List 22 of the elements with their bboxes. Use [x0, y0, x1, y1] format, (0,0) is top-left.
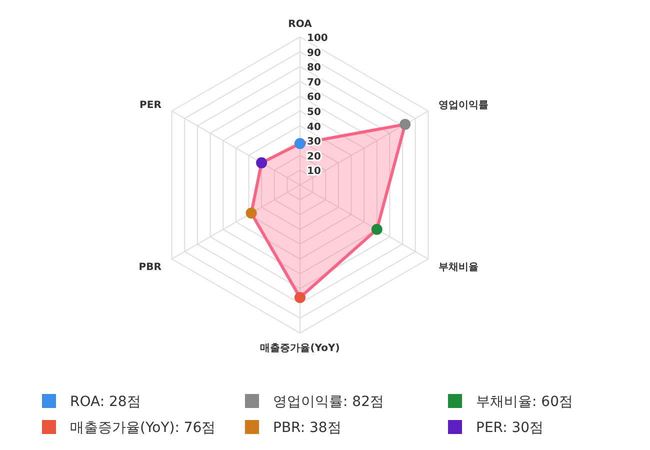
text: ROA: 28점 [70, 394, 141, 410]
y-tick-label: 80 [307, 62, 321, 74]
y-tick-label: 20 [307, 151, 321, 162]
text: PER: 30점 [476, 420, 544, 436]
spoke-label: PBR [138, 262, 162, 273]
y-tick-label: 10 [307, 166, 321, 178]
y-tick-label: 50 [307, 107, 321, 118]
text: PBR: 38점 [273, 420, 342, 436]
text: 영업이익률: 82점 [273, 394, 384, 410]
spoke-label: 영업이익률 [438, 100, 489, 111]
spoke-label: 부채비율 [438, 262, 479, 273]
y-tick-label: 70 [307, 77, 321, 88]
y-tick-label: 40 [307, 122, 321, 133]
y-tick-label: 90 [307, 48, 321, 59]
spoke-label: 매출증가율(YoY) [260, 343, 340, 354]
y-tick-label: 60 [307, 92, 321, 104]
spoke-label: ROA [288, 19, 312, 30]
y-tick-label: 100 [307, 33, 328, 44]
text: 부채비율: 60점 [476, 394, 573, 410]
y-tick-label: 30 [307, 136, 321, 148]
spoke-label: PER [140, 100, 162, 111]
text: 매출증가율(YoY): 76점 [70, 420, 216, 436]
